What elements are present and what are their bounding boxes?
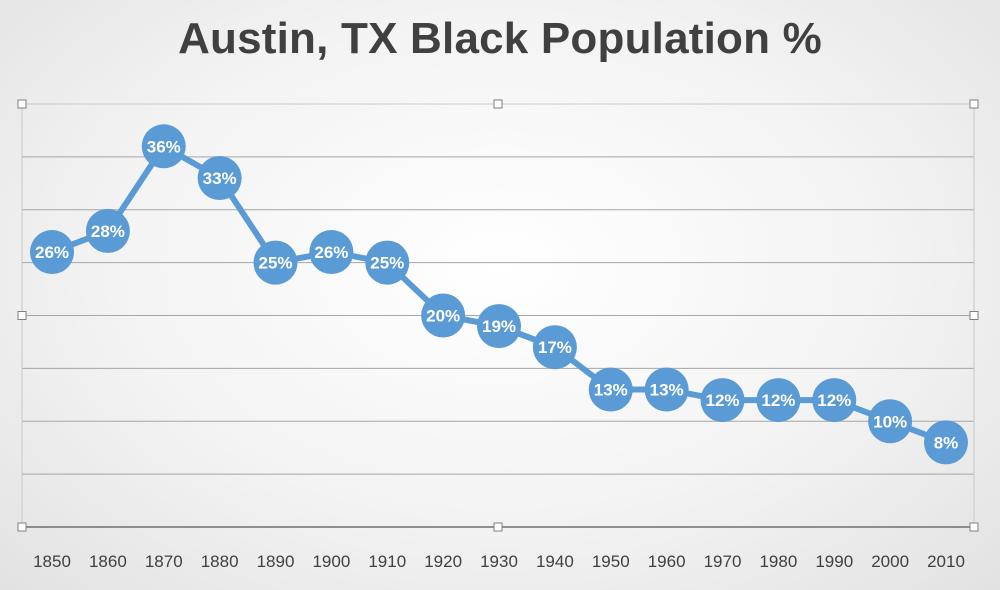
data-label: 12% (761, 391, 795, 410)
x-tick-label: 2010 (927, 552, 965, 571)
data-point (197, 156, 242, 201)
data-point (141, 124, 186, 169)
x-tick-label: 1870 (145, 552, 183, 571)
data-label: 12% (817, 391, 851, 410)
x-tick-label: 1920 (424, 552, 462, 571)
selection-handle (969, 99, 979, 109)
x-tick-label: 1990 (815, 552, 853, 571)
data-label: 36% (147, 137, 181, 156)
selection-handle (969, 311, 979, 320)
x-tick-label: 1850 (33, 552, 71, 571)
data-point (532, 325, 577, 370)
x-tick-label: 1980 (759, 552, 797, 571)
selection-handle (17, 99, 27, 109)
data-point (309, 230, 354, 275)
x-tick-label: 1950 (592, 552, 630, 571)
data-label: 12% (705, 391, 739, 410)
x-tick-label: 1930 (480, 552, 518, 571)
data-point (85, 208, 130, 253)
data-point (644, 367, 689, 412)
data-label: 28% (91, 222, 125, 241)
data-point (756, 378, 801, 423)
data-point (700, 378, 745, 423)
data-point (588, 367, 633, 412)
data-point (253, 240, 298, 285)
selection-handle (493, 99, 503, 109)
chart-title: Austin, TX Black Population % (178, 14, 822, 63)
data-label: 13% (650, 381, 684, 400)
data-label: 25% (258, 254, 292, 273)
x-tick-label: 1860 (89, 552, 127, 571)
selection-handle (493, 522, 503, 532)
data-point (812, 378, 857, 423)
data-label: 26% (314, 243, 348, 262)
data-label: 8% (934, 433, 959, 452)
selection-handle (17, 311, 27, 320)
data-point (477, 304, 521, 349)
data-point (924, 420, 968, 465)
data-label: 25% (370, 254, 404, 273)
x-tick-label: 1880 (201, 552, 239, 571)
x-tick-label: 1970 (704, 552, 742, 571)
data-point (421, 293, 466, 338)
x-tick-label: 1890 (257, 552, 295, 571)
data-label: 13% (594, 381, 628, 400)
x-tick-label: 2000 (871, 552, 909, 571)
series-line (49, 143, 949, 446)
data-label: 19% (482, 317, 516, 336)
x-tick-label: 1900 (312, 552, 350, 571)
data-label: 10% (873, 412, 907, 431)
x-tick-label: 1960 (648, 552, 686, 571)
x-tick-label: 1940 (536, 552, 574, 571)
selection-handle (17, 522, 27, 532)
data-point (30, 230, 74, 275)
data-point (868, 399, 913, 444)
x-tick-label: 1910 (368, 552, 406, 571)
data-point (365, 240, 410, 285)
data-label: 26% (35, 243, 69, 262)
data-label: 17% (538, 338, 572, 357)
selection-handle (969, 522, 979, 532)
data-label: 33% (203, 169, 237, 188)
data-label: 20% (426, 307, 460, 326)
